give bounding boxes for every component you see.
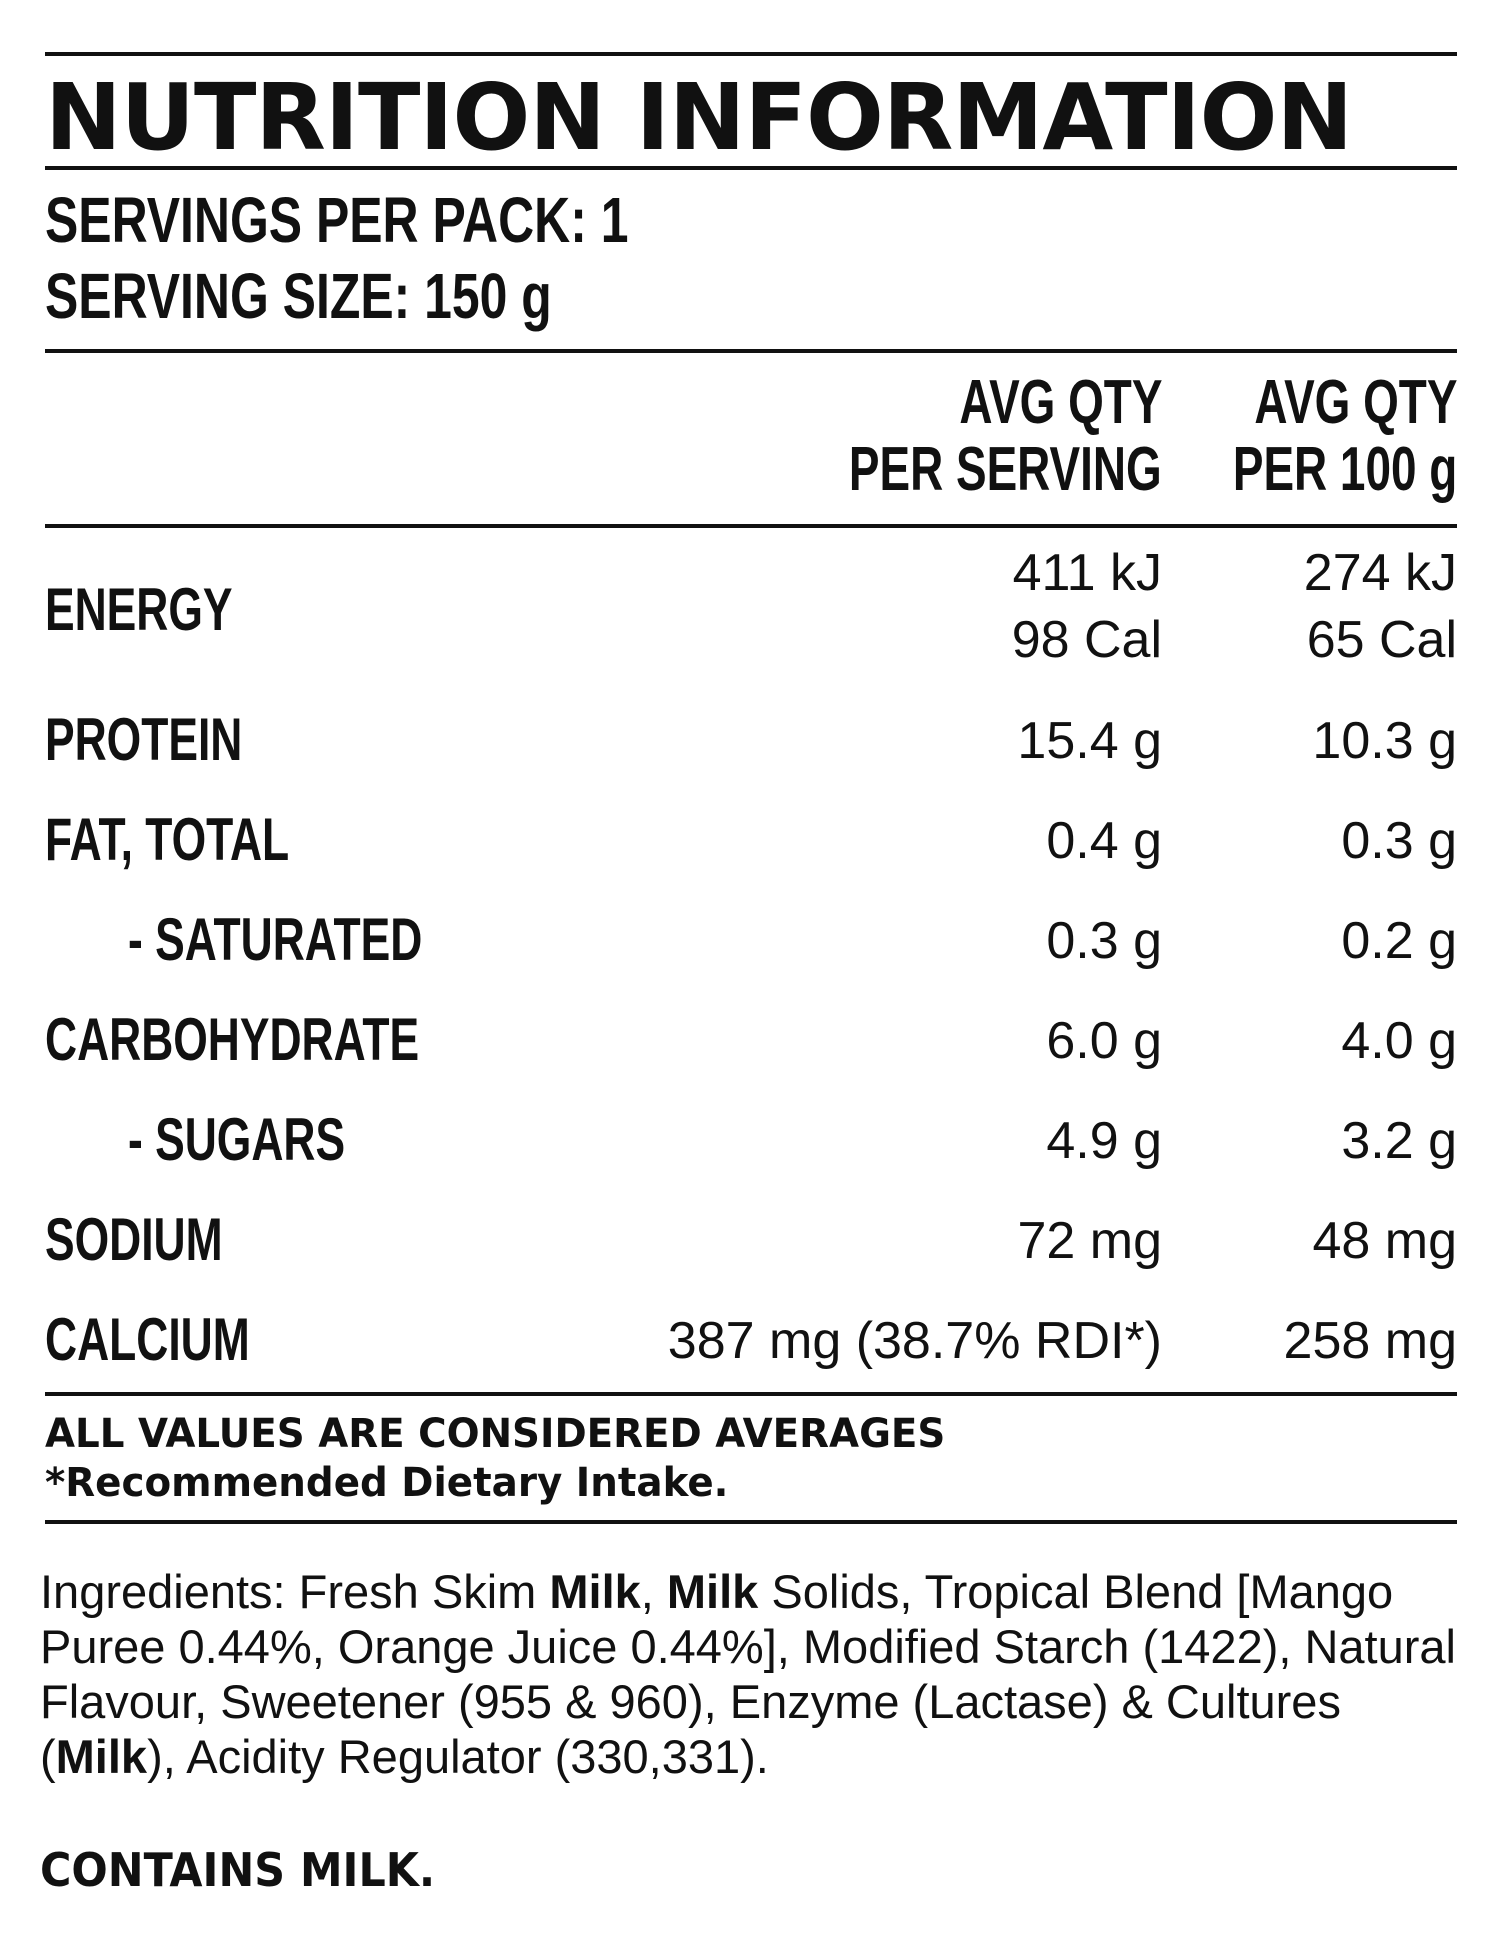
energy-per-serving-kj: 411 kJ: [1012, 544, 1162, 602]
ingredients-text: Ingredients: Fresh Skim Milk, Milk Solid…: [40, 1565, 1456, 1783]
row-label-carbohydrate: CARBOHYDRATE: [45, 1006, 420, 1073]
top-rule: [45, 52, 1457, 56]
sodium-per-serving: 72 mg: [1017, 1212, 1162, 1270]
fat-total-per-serving: 0.4 g: [1046, 812, 1162, 870]
energy-per-100g-kj: 274 kJ: [1303, 544, 1457, 602]
sugars-per-100g: 3.2 g: [1341, 1112, 1457, 1170]
row-label-calcium: CALCIUM: [45, 1306, 250, 1373]
col-per-serving-line1: AVG QTY: [958, 368, 1162, 437]
row-label-saturated: - SATURATED: [128, 906, 423, 973]
carbohydrate-per-100g: 4.0 g: [1341, 1012, 1457, 1070]
col-per-serving-line2: PER SERVING: [849, 435, 1162, 504]
row-label-sugars: - SUGARS: [128, 1106, 346, 1173]
footnote-rule: [45, 1520, 1457, 1524]
protein-per-100g: 10.3 g: [1312, 712, 1457, 770]
sodium-per-100g: 48 mg: [1312, 1212, 1457, 1270]
allergen-milk-3: Milk: [55, 1730, 148, 1783]
footnote-averages: ALL VALUES ARE CONSIDERED AVERAGES: [45, 1411, 946, 1457]
panel-title: NUTRITION INFORMATION: [45, 64, 1353, 171]
protein-per-serving: 15.4 g: [1017, 712, 1162, 770]
energy-per-serving-cal: 98 Cal: [1011, 611, 1162, 669]
saturated-per-100g: 0.2 g: [1341, 912, 1457, 970]
row-label-energy: ENERGY: [45, 576, 233, 643]
row-label-protein: PROTEIN: [45, 706, 243, 773]
carbohydrate-per-serving: 6.0 g: [1046, 1012, 1162, 1070]
calcium-per-100g: 258 mg: [1283, 1312, 1457, 1370]
row-label-fat-total: FAT, TOTAL: [45, 806, 290, 873]
title-rule: [45, 166, 1457, 170]
col-per-100g-line2: PER 100 g: [1232, 435, 1457, 504]
servings-rule: [45, 349, 1457, 353]
fat-total-per-100g: 0.3 g: [1341, 812, 1457, 870]
allergen-milk-1: Milk: [549, 1565, 641, 1618]
energy-per-100g-cal: 65 Cal: [1306, 611, 1457, 669]
allergen-milk-2: Milk: [666, 1565, 759, 1618]
saturated-per-serving: 0.3 g: [1046, 912, 1162, 970]
serving-size: SERVING SIZE: 150 g: [45, 260, 552, 332]
footnote-rdi: *Recommended Dietary Intake.: [45, 1460, 729, 1506]
calcium-per-serving: 387 mg (38.7% RDI*): [667, 1312, 1162, 1370]
sugars-per-serving: 4.9 g: [1046, 1112, 1162, 1170]
col-per-100g-line1: AVG QTY: [1253, 368, 1457, 437]
header-rule: [45, 524, 1457, 528]
row-label-sodium: SODIUM: [45, 1206, 223, 1273]
table-bottom-rule: [45, 1392, 1457, 1396]
contains-statement: CONTAINS MILK.: [40, 1843, 436, 1897]
servings-per-pack: SERVINGS PER PACK: 1: [45, 184, 629, 256]
